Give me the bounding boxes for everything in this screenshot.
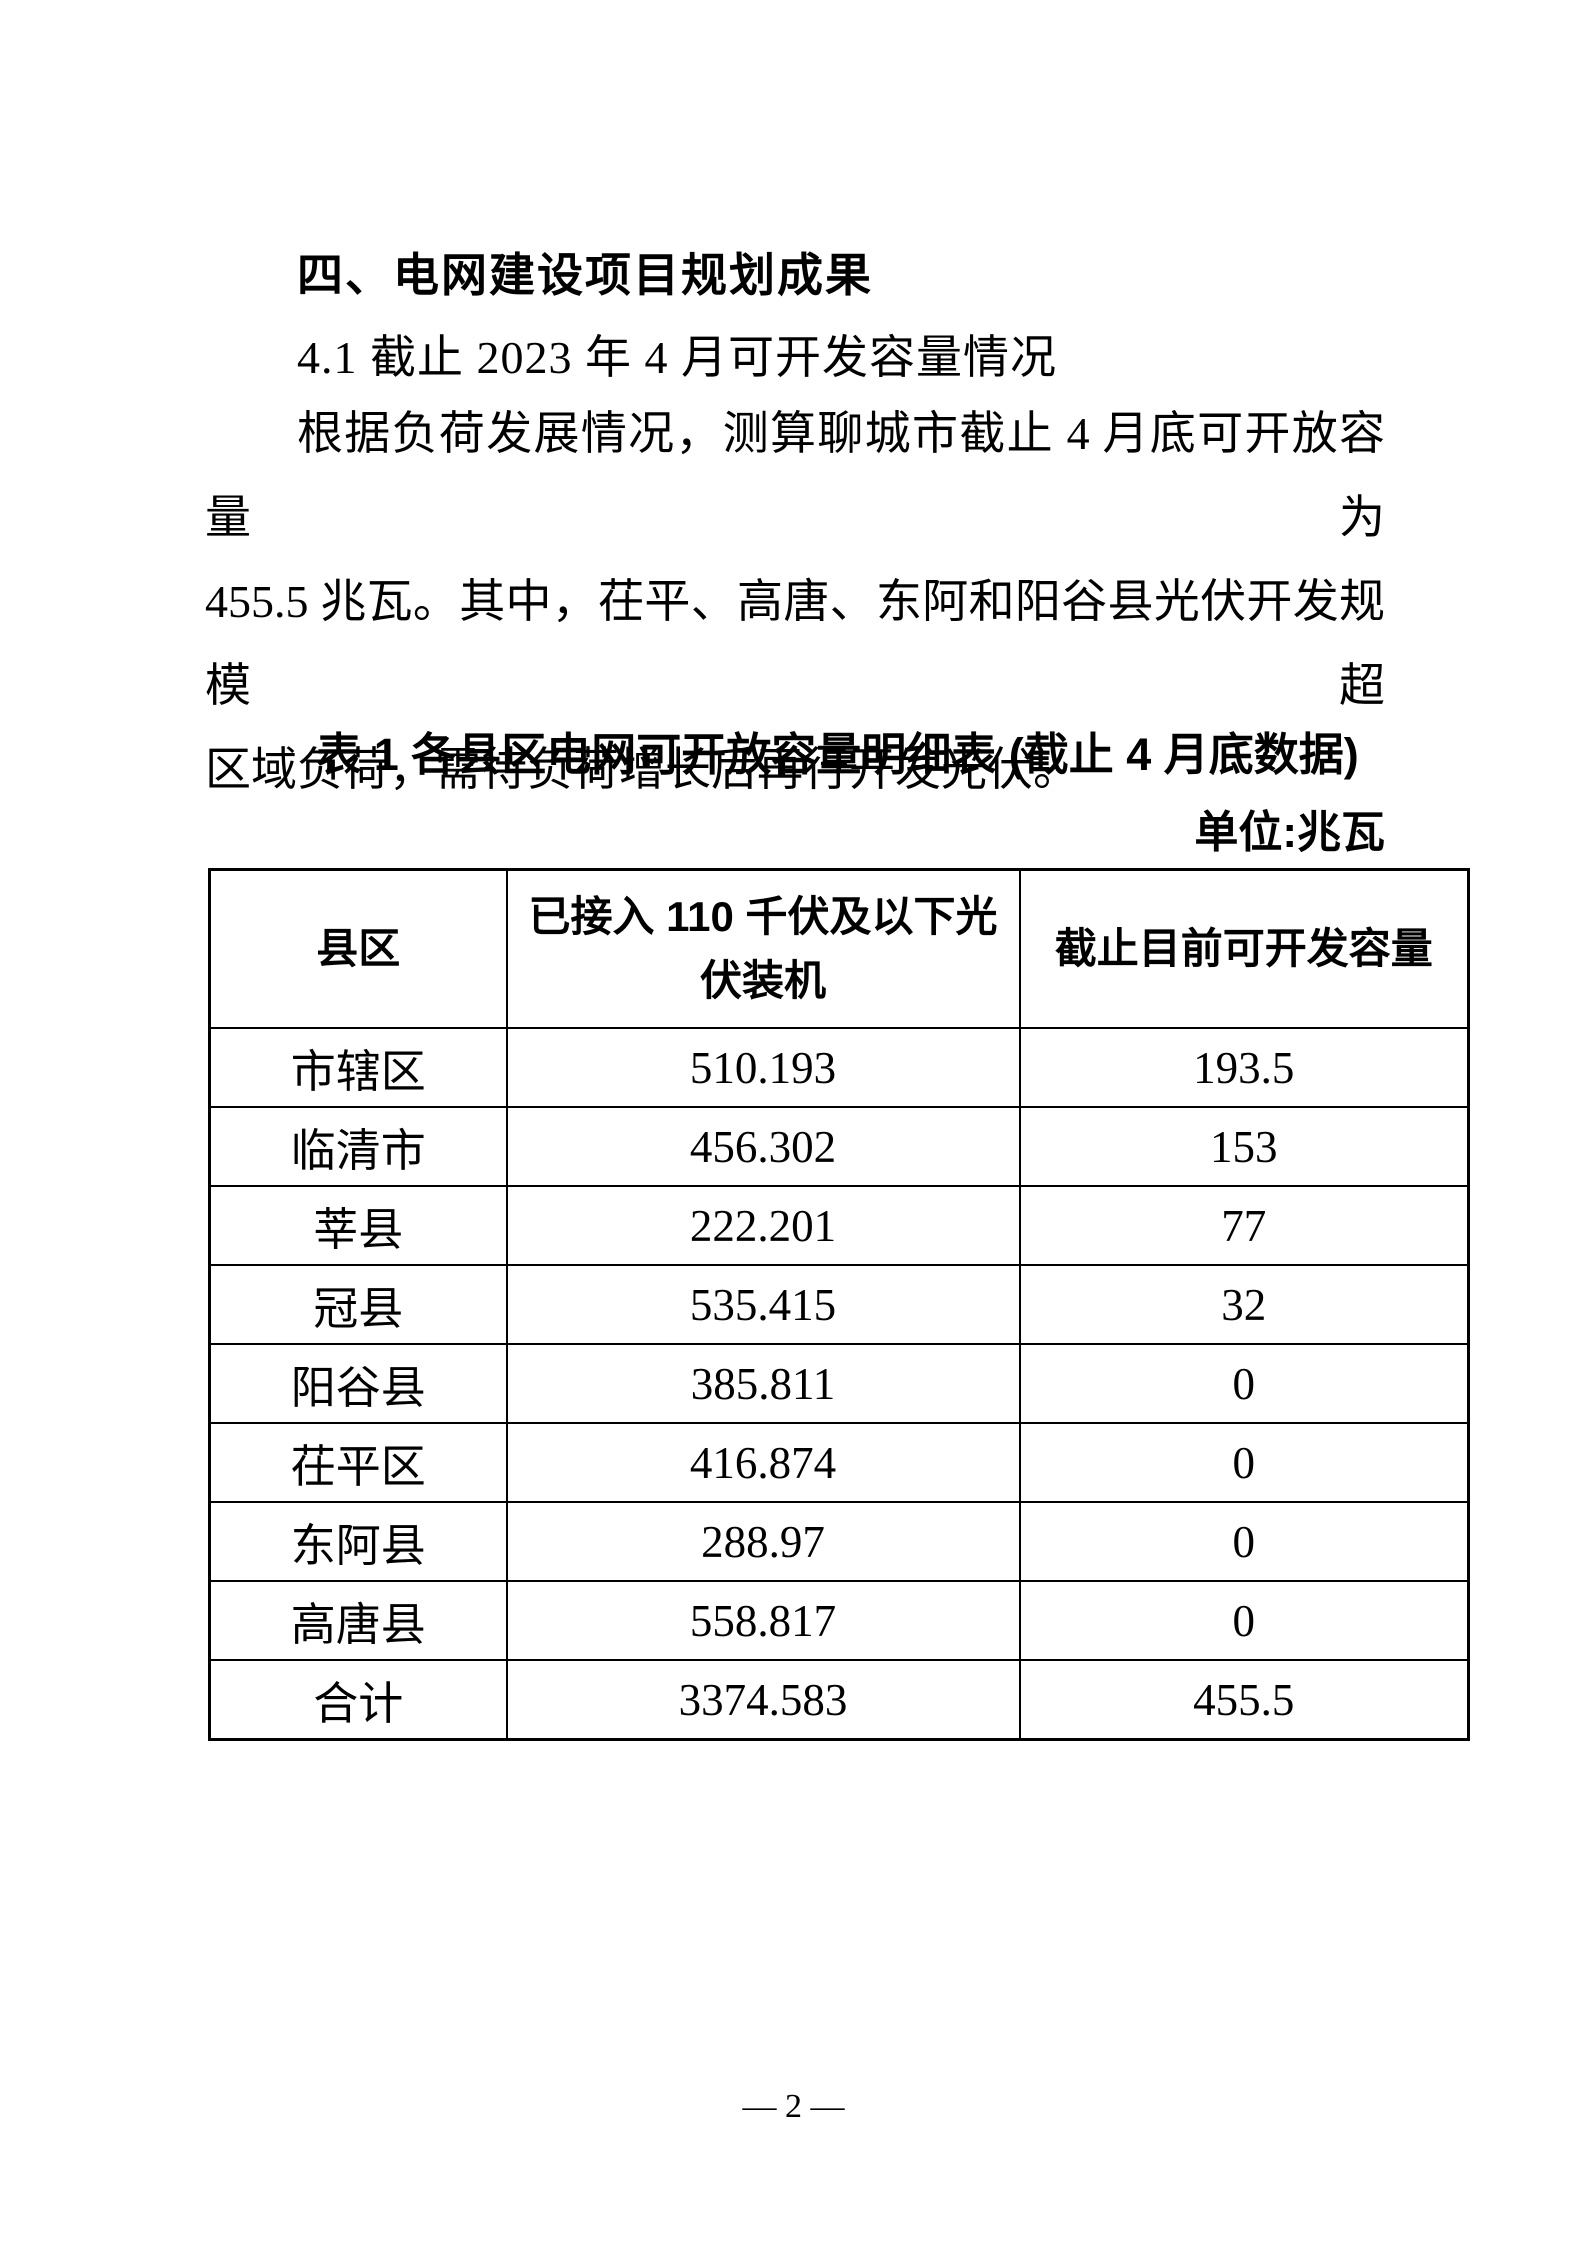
page-number: — 2 — xyxy=(742,2088,845,2125)
table-row: 东阿县 288.97 0 xyxy=(208,1501,1470,1582)
installed-pv-value: 456.302 xyxy=(505,1106,1021,1187)
installed-pv-value: 535.415 xyxy=(505,1264,1021,1345)
installed-pv-value: 558.817 xyxy=(505,1580,1021,1661)
paragraph-line-2: 455.5 兆瓦。其中，茌平、高唐、东阿和阳谷县光伏开发规模超 xyxy=(205,576,1385,711)
county-name: 临清市 xyxy=(208,1106,508,1187)
county-name: 市辖区 xyxy=(208,1027,508,1108)
table-row: 高唐县 558.817 0 xyxy=(208,1580,1470,1661)
county-name: 茌平区 xyxy=(208,1422,508,1503)
developable-capacity-value: 32 xyxy=(1018,1264,1470,1345)
developable-capacity-value: 0 xyxy=(1018,1422,1470,1503)
installed-pv-value: 385.811 xyxy=(505,1343,1021,1424)
county-name: 东阿县 xyxy=(208,1501,508,1582)
developable-capacity-value: 0 xyxy=(1018,1580,1470,1661)
county-name: 高唐县 xyxy=(208,1580,508,1661)
section-heading: 四、电网建设项目规划成果 xyxy=(297,249,873,301)
table-row: 莘县 222.201 77 xyxy=(208,1185,1470,1266)
developable-capacity-value: 0 xyxy=(1018,1501,1470,1582)
table-row: 市辖区 510.193 193.5 xyxy=(208,1027,1470,1108)
installed-pv-value: 510.193 xyxy=(505,1027,1021,1108)
installed-pv-value: 222.201 xyxy=(505,1185,1021,1266)
table-header-row: 县区 已接入 110 千伏及以下光伏装机 截止目前可开发容量 xyxy=(208,868,1470,1029)
capacity-table: 县区 已接入 110 千伏及以下光伏装机 截止目前可开发容量 市辖区 510.1… xyxy=(208,868,1470,1741)
subsection-heading: 4.1 截止 2023 年 4 月可开发容量情况 xyxy=(297,332,1057,383)
body-paragraph: 根据负荷发展情况，测算聊城市截止 4 月底可开放容量为 455.5 兆瓦。其中，… xyxy=(205,392,1385,812)
county-name: 阳谷县 xyxy=(208,1343,508,1424)
table-title: 表 1 各县区电网可开放容量明细表 (截止 4 月底数据) xyxy=(316,729,1359,780)
developable-capacity-value: 0 xyxy=(1018,1343,1470,1424)
header-county: 县区 xyxy=(208,868,508,1029)
table-row: 茌平区 416.874 0 xyxy=(208,1422,1470,1503)
table-row: 冠县 535.415 32 xyxy=(208,1264,1470,1345)
county-name: 莘县 xyxy=(208,1185,508,1266)
developable-capacity-value: 153 xyxy=(1018,1106,1470,1187)
developable-capacity-value: 77 xyxy=(1018,1185,1470,1266)
table-row: 阳谷县 385.811 0 xyxy=(208,1343,1470,1424)
table-row: 临清市 456.302 153 xyxy=(208,1106,1470,1187)
installed-pv-value: 416.874 xyxy=(505,1422,1021,1503)
total-label: 合计 xyxy=(208,1659,508,1741)
total-developable-capacity-value: 455.5 xyxy=(1018,1659,1470,1741)
paragraph-line-3: 区域负荷，需待负荷增长后再行开发光伏。 xyxy=(205,744,1079,795)
table-row-total: 合计 3374.583 455.5 xyxy=(208,1659,1470,1741)
county-name: 冠县 xyxy=(208,1264,508,1345)
header-installed-pv: 已接入 110 千伏及以下光伏装机 xyxy=(505,868,1021,1029)
developable-capacity-value: 193.5 xyxy=(1018,1027,1470,1108)
installed-pv-value: 288.97 xyxy=(505,1501,1021,1582)
total-installed-pv-value: 3374.583 xyxy=(505,1659,1021,1741)
unit-label: 单位:兆瓦 xyxy=(1194,808,1385,857)
header-developable-capacity: 截止目前可开发容量 xyxy=(1018,868,1470,1029)
paragraph-line-1: 根据负荷发展情况，测算聊城市截止 4 月底可开放容量为 xyxy=(205,408,1385,543)
